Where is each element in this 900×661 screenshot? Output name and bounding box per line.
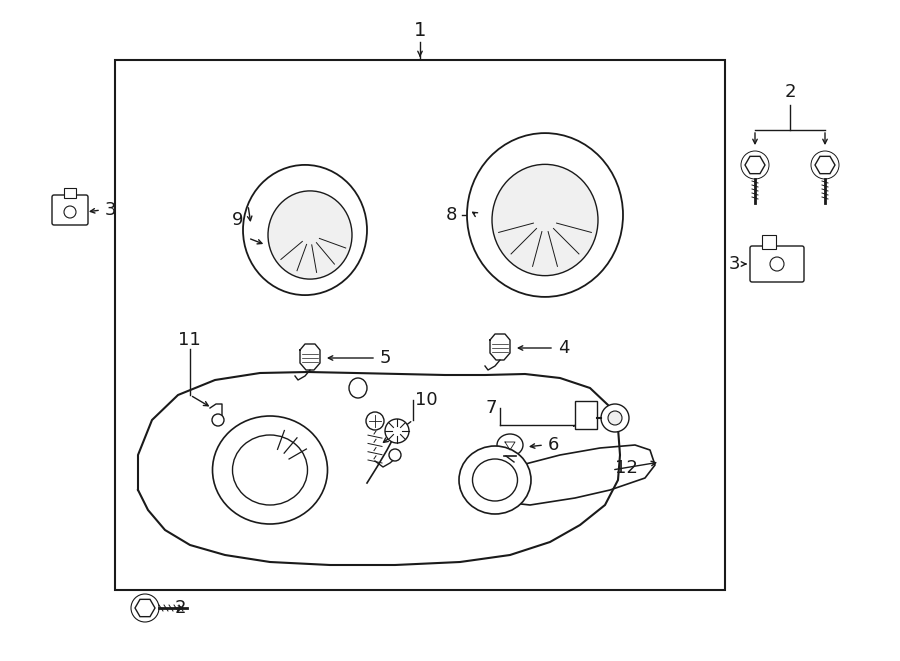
Text: 5: 5 <box>380 349 392 367</box>
Bar <box>575 401 597 429</box>
Ellipse shape <box>212 416 328 524</box>
Bar <box>115 60 725 590</box>
Ellipse shape <box>601 404 629 432</box>
Text: 8: 8 <box>446 206 457 224</box>
Ellipse shape <box>243 165 367 295</box>
FancyBboxPatch shape <box>750 246 804 282</box>
Ellipse shape <box>268 191 352 279</box>
Ellipse shape <box>497 434 523 456</box>
Text: 7: 7 <box>485 399 497 417</box>
Text: 2: 2 <box>784 83 796 101</box>
Ellipse shape <box>349 378 367 398</box>
Circle shape <box>212 414 224 426</box>
Ellipse shape <box>472 459 518 501</box>
Bar <box>64 188 76 198</box>
Text: 10: 10 <box>415 391 437 409</box>
FancyBboxPatch shape <box>52 195 88 225</box>
Circle shape <box>385 419 409 443</box>
Text: 12: 12 <box>615 459 638 477</box>
Ellipse shape <box>608 411 622 425</box>
Circle shape <box>770 257 784 271</box>
Ellipse shape <box>459 446 531 514</box>
Text: 1: 1 <box>414 20 427 40</box>
Ellipse shape <box>492 165 598 276</box>
Text: 6: 6 <box>548 436 560 454</box>
Text: 11: 11 <box>178 331 201 349</box>
Text: 2: 2 <box>175 599 186 617</box>
Ellipse shape <box>232 435 308 505</box>
Circle shape <box>389 449 401 461</box>
Ellipse shape <box>467 133 623 297</box>
Text: 3: 3 <box>728 255 740 273</box>
Circle shape <box>366 412 384 430</box>
Text: 3: 3 <box>105 201 116 219</box>
Text: 4: 4 <box>558 339 570 357</box>
Circle shape <box>64 206 76 218</box>
Bar <box>762 235 776 249</box>
Text: 9: 9 <box>231 211 243 229</box>
